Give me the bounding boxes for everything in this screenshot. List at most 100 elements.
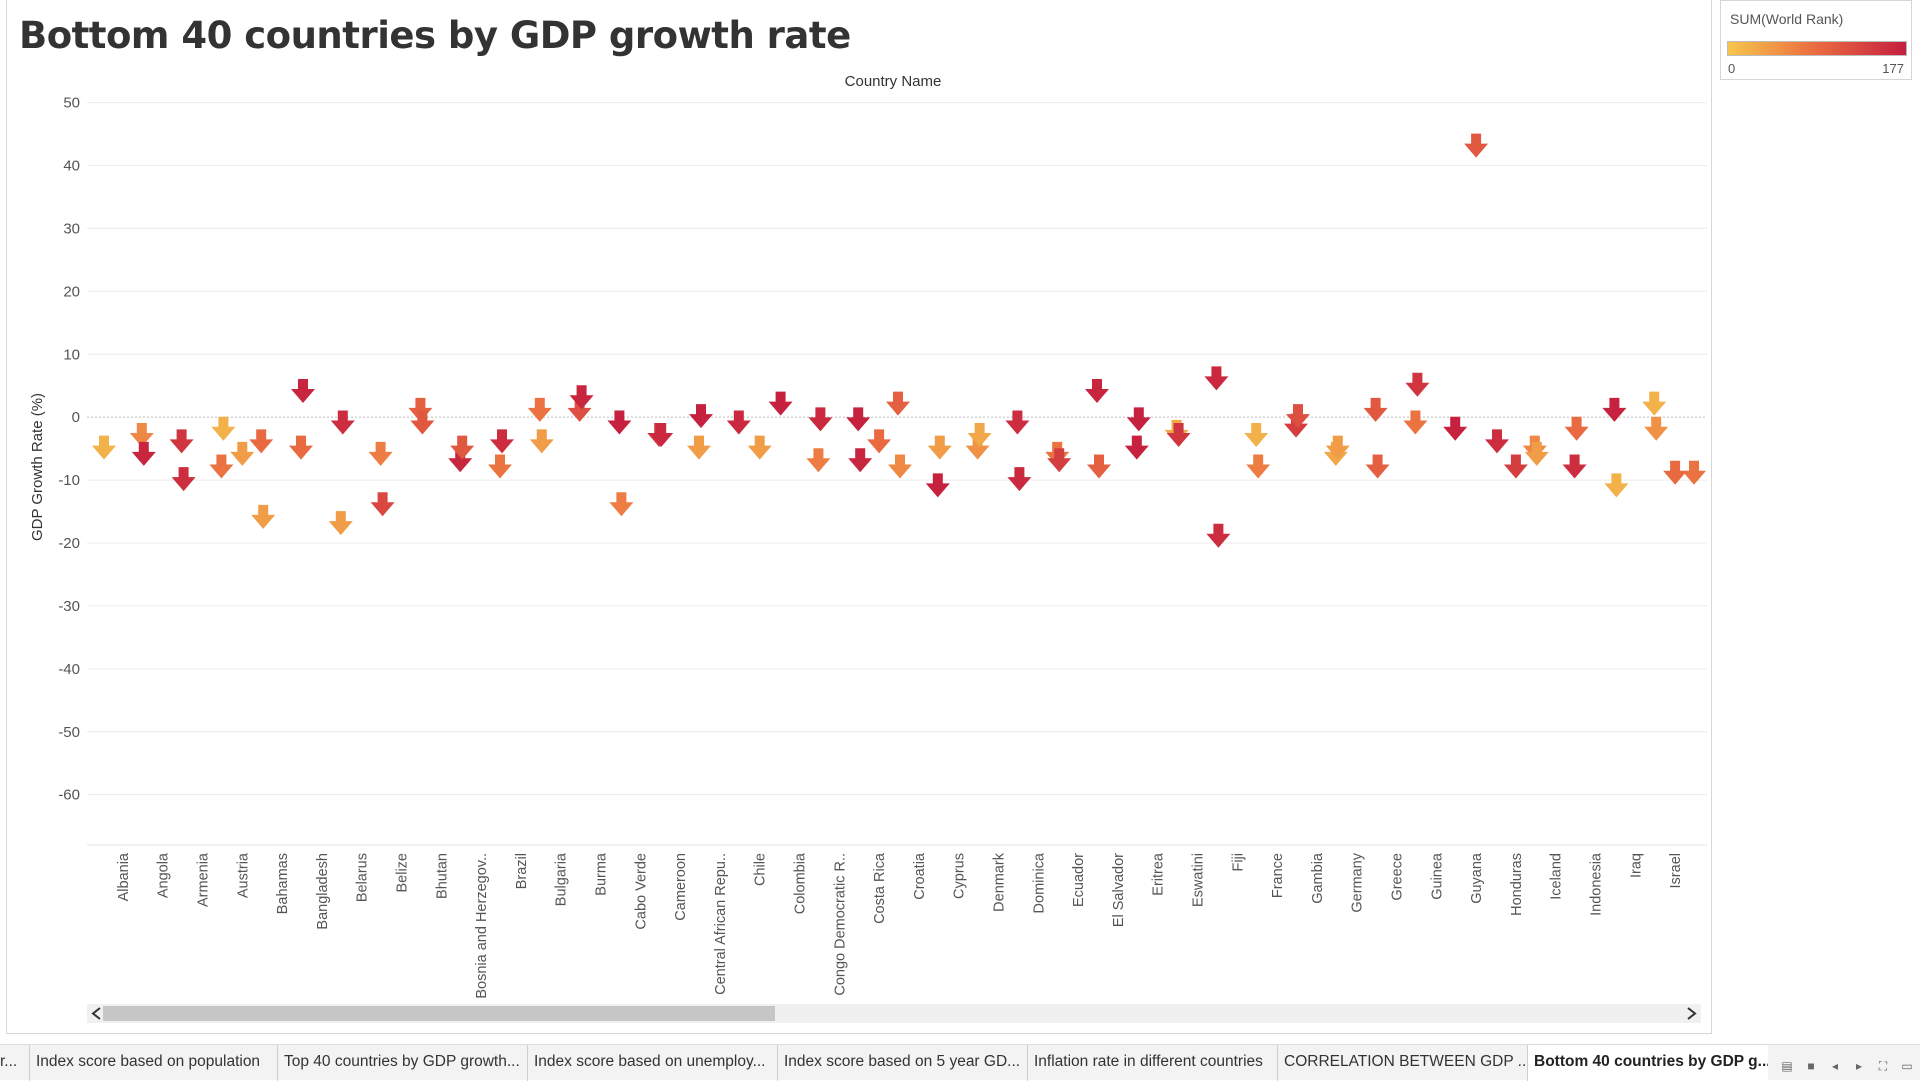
data-point-arrow[interactable] [488,454,513,479]
data-point-arrow[interactable] [251,504,276,529]
sheet-tab[interactable]: CORRELATION BETWEEN GDP ... [1278,1045,1528,1081]
data-point-arrow[interactable] [328,511,353,536]
data-point-arrow[interactable] [289,435,314,460]
filmstrip-icon[interactable]: ■ [1807,1059,1815,1073]
data-point-arrow[interactable] [967,423,992,448]
data-point-arrow[interactable] [925,473,950,498]
data-point-arrow[interactable] [726,410,751,435]
data-point-arrow[interactable] [747,435,772,460]
data-point-arrow[interactable] [1325,435,1350,460]
data-point-arrow[interactable] [1246,454,1271,479]
sheet-tab[interactable]: r... [0,1045,30,1081]
data-point-arrow[interactable] [1443,416,1468,441]
data-point-arrow[interactable] [410,410,435,435]
next-sheet-icon[interactable]: ▸ [1855,1059,1863,1073]
data-point-arrow[interactable] [1602,397,1627,422]
data-point-arrow[interactable] [211,416,236,441]
data-point-arrow[interactable] [408,397,433,422]
data-point-arrow[interactable] [609,492,634,517]
data-point-arrow[interactable] [846,407,871,432]
data-point-arrow[interactable] [1484,429,1509,454]
data-point-arrow[interactable] [848,448,873,473]
data-point-arrow[interactable] [808,407,833,432]
data-point-arrow[interactable] [527,397,552,422]
data-point-arrow[interactable] [1047,448,1072,473]
data-point-arrow[interactable] [450,435,475,460]
data-point-arrow[interactable] [1564,416,1589,441]
data-point-arrow[interactable] [1464,133,1489,158]
data-point-arrow[interactable] [330,410,355,435]
data-point-arrow[interactable] [249,429,274,454]
sheet-tab[interactable]: Index score based on 5 year GD... [778,1045,1028,1081]
data-point-arrow[interactable] [1285,404,1310,429]
x-category-label: Bosnia and Herzegov.. [474,853,490,999]
data-point-arrow[interactable] [209,454,234,479]
data-point-arrow[interactable] [649,423,674,448]
data-point-arrow[interactable] [1124,435,1149,460]
x-category-label: Denmark [992,852,1008,912]
data-point-arrow[interactable] [91,435,116,460]
data-point-arrow[interactable] [806,448,831,473]
data-point-arrow[interactable] [867,429,892,454]
sheet-tab[interactable]: Index score based on unemploy... [528,1045,778,1081]
color-legend[interactable]: SUM(World Rank) 0 177 [1720,0,1912,80]
data-point-arrow[interactable] [965,435,990,460]
data-point-arrow[interactable] [1682,460,1707,485]
data-point-arrow[interactable] [368,441,393,466]
data-point-arrow[interactable] [1663,460,1688,485]
data-point-arrow[interactable] [1005,410,1030,435]
horizontal-scrollbar[interactable] [87,1004,1701,1023]
data-point-arrow[interactable] [1363,397,1388,422]
grid-view-icon[interactable]: ▤ [1781,1059,1793,1073]
data-point-arrow[interactable] [1403,410,1428,435]
data-point-arrow[interactable] [1206,523,1231,548]
data-point-arrow[interactable] [687,435,712,460]
data-point-arrow[interactable] [131,441,156,466]
data-point-arrow[interactable] [886,391,911,416]
data-point-arrow[interactable] [489,429,514,454]
data-point-arrow[interactable] [1503,454,1528,479]
data-point-arrow[interactable] [1365,454,1390,479]
presentation-icon[interactable]: ▭ [1901,1059,1913,1073]
data-point-arrow[interactable] [1524,441,1549,466]
data-point-arrow[interactable] [768,391,793,416]
data-point-arrow[interactable] [1644,416,1669,441]
data-point-arrow[interactable] [1642,391,1667,416]
data-point-arrow[interactable] [230,441,255,466]
data-point-arrow[interactable] [529,429,554,454]
data-marks[interactable] [91,133,1707,548]
data-point-arrow[interactable] [567,397,592,422]
data-point-arrow[interactable] [1562,454,1587,479]
sheet-tab[interactable]: Top 40 countries by GDP growth... [278,1045,528,1081]
data-point-arrow[interactable] [1244,423,1269,448]
data-point-arrow[interactable] [1085,379,1110,403]
fullscreen-icon[interactable]: ⛶ [1878,1058,1888,1073]
data-point-arrow[interactable] [1007,467,1032,492]
sheet-tab[interactable]: Bottom 40 countries by GDP g... [1528,1045,1768,1081]
data-point-arrow[interactable] [569,385,594,410]
data-point-arrow[interactable] [1405,372,1430,397]
data-point-arrow[interactable] [448,448,473,473]
data-point-arrow[interactable] [171,467,196,492]
sheet-tab[interactable]: Inflation rate in different countries [1028,1045,1278,1081]
scroll-right-icon[interactable] [1687,1007,1697,1020]
x-category-label: Cameroon [673,853,689,921]
sheet-tab[interactable]: Index score based on population [30,1045,278,1081]
data-point-arrow[interactable] [1204,366,1229,391]
x-category-label: Iraq [1628,853,1644,878]
data-point-arrow[interactable] [1086,454,1111,479]
data-point-arrow[interactable] [887,454,912,479]
data-point-arrow[interactable] [290,379,315,403]
data-point-arrow[interactable] [1166,423,1191,448]
data-point-arrow[interactable] [129,423,154,448]
data-point-arrow[interactable] [370,492,395,517]
data-point-arrow[interactable] [927,435,952,460]
data-point-arrow[interactable] [1126,407,1151,432]
data-point-arrow[interactable] [607,410,632,435]
scrollbar-thumb[interactable] [103,1006,775,1021]
prev-sheet-icon[interactable]: ◂ [1831,1059,1839,1073]
data-point-arrow[interactable] [688,404,713,429]
data-point-arrow[interactable] [1604,473,1629,498]
data-point-arrow[interactable] [169,429,194,454]
scroll-left-icon[interactable] [91,1007,101,1020]
